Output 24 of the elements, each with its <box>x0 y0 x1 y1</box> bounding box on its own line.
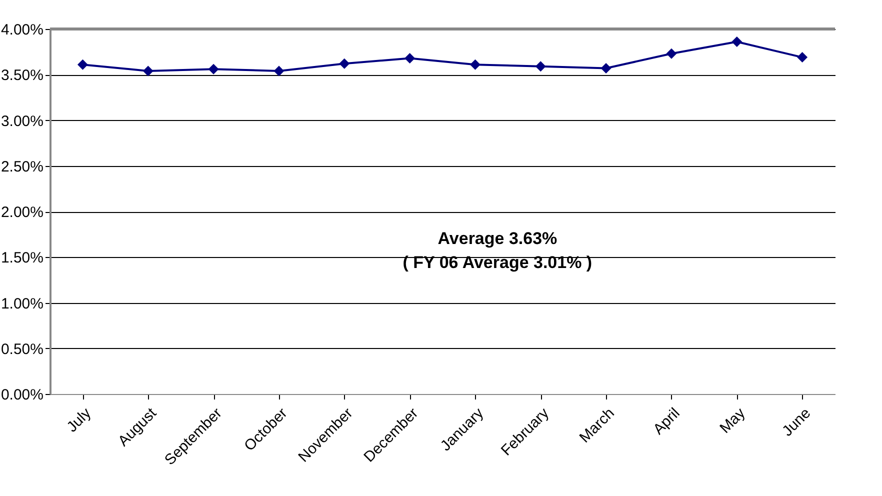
point <box>797 52 808 63</box>
point <box>339 58 350 69</box>
point <box>208 64 219 74</box>
y-tick-label: 2.50% <box>0 158 44 176</box>
point <box>600 62 612 74</box>
point <box>666 48 677 59</box>
point <box>535 61 546 72</box>
point <box>732 36 742 48</box>
y-tick-label: 0.00% <box>0 386 44 404</box>
y-tick-label: 1.50% <box>0 250 44 267</box>
y-tick-label: 1.00% <box>0 295 44 312</box>
y-tick-label: 4.00% <box>0 22 44 38</box>
point <box>77 59 88 70</box>
y-tick-label: 2.00% <box>0 204 44 221</box>
y-tick-label: 0.50% <box>0 340 44 358</box>
x-tick-label: May <box>716 404 750 437</box>
point <box>142 66 154 76</box>
annotation: Average 3.63% <box>438 228 558 248</box>
y-tick-label: 3.50% <box>0 67 44 84</box>
point <box>404 52 416 64</box>
y-tick-label: 3.00% <box>0 112 44 130</box>
x-tick-label: July <box>64 404 95 436</box>
point <box>274 66 284 76</box>
point <box>470 59 480 70</box>
